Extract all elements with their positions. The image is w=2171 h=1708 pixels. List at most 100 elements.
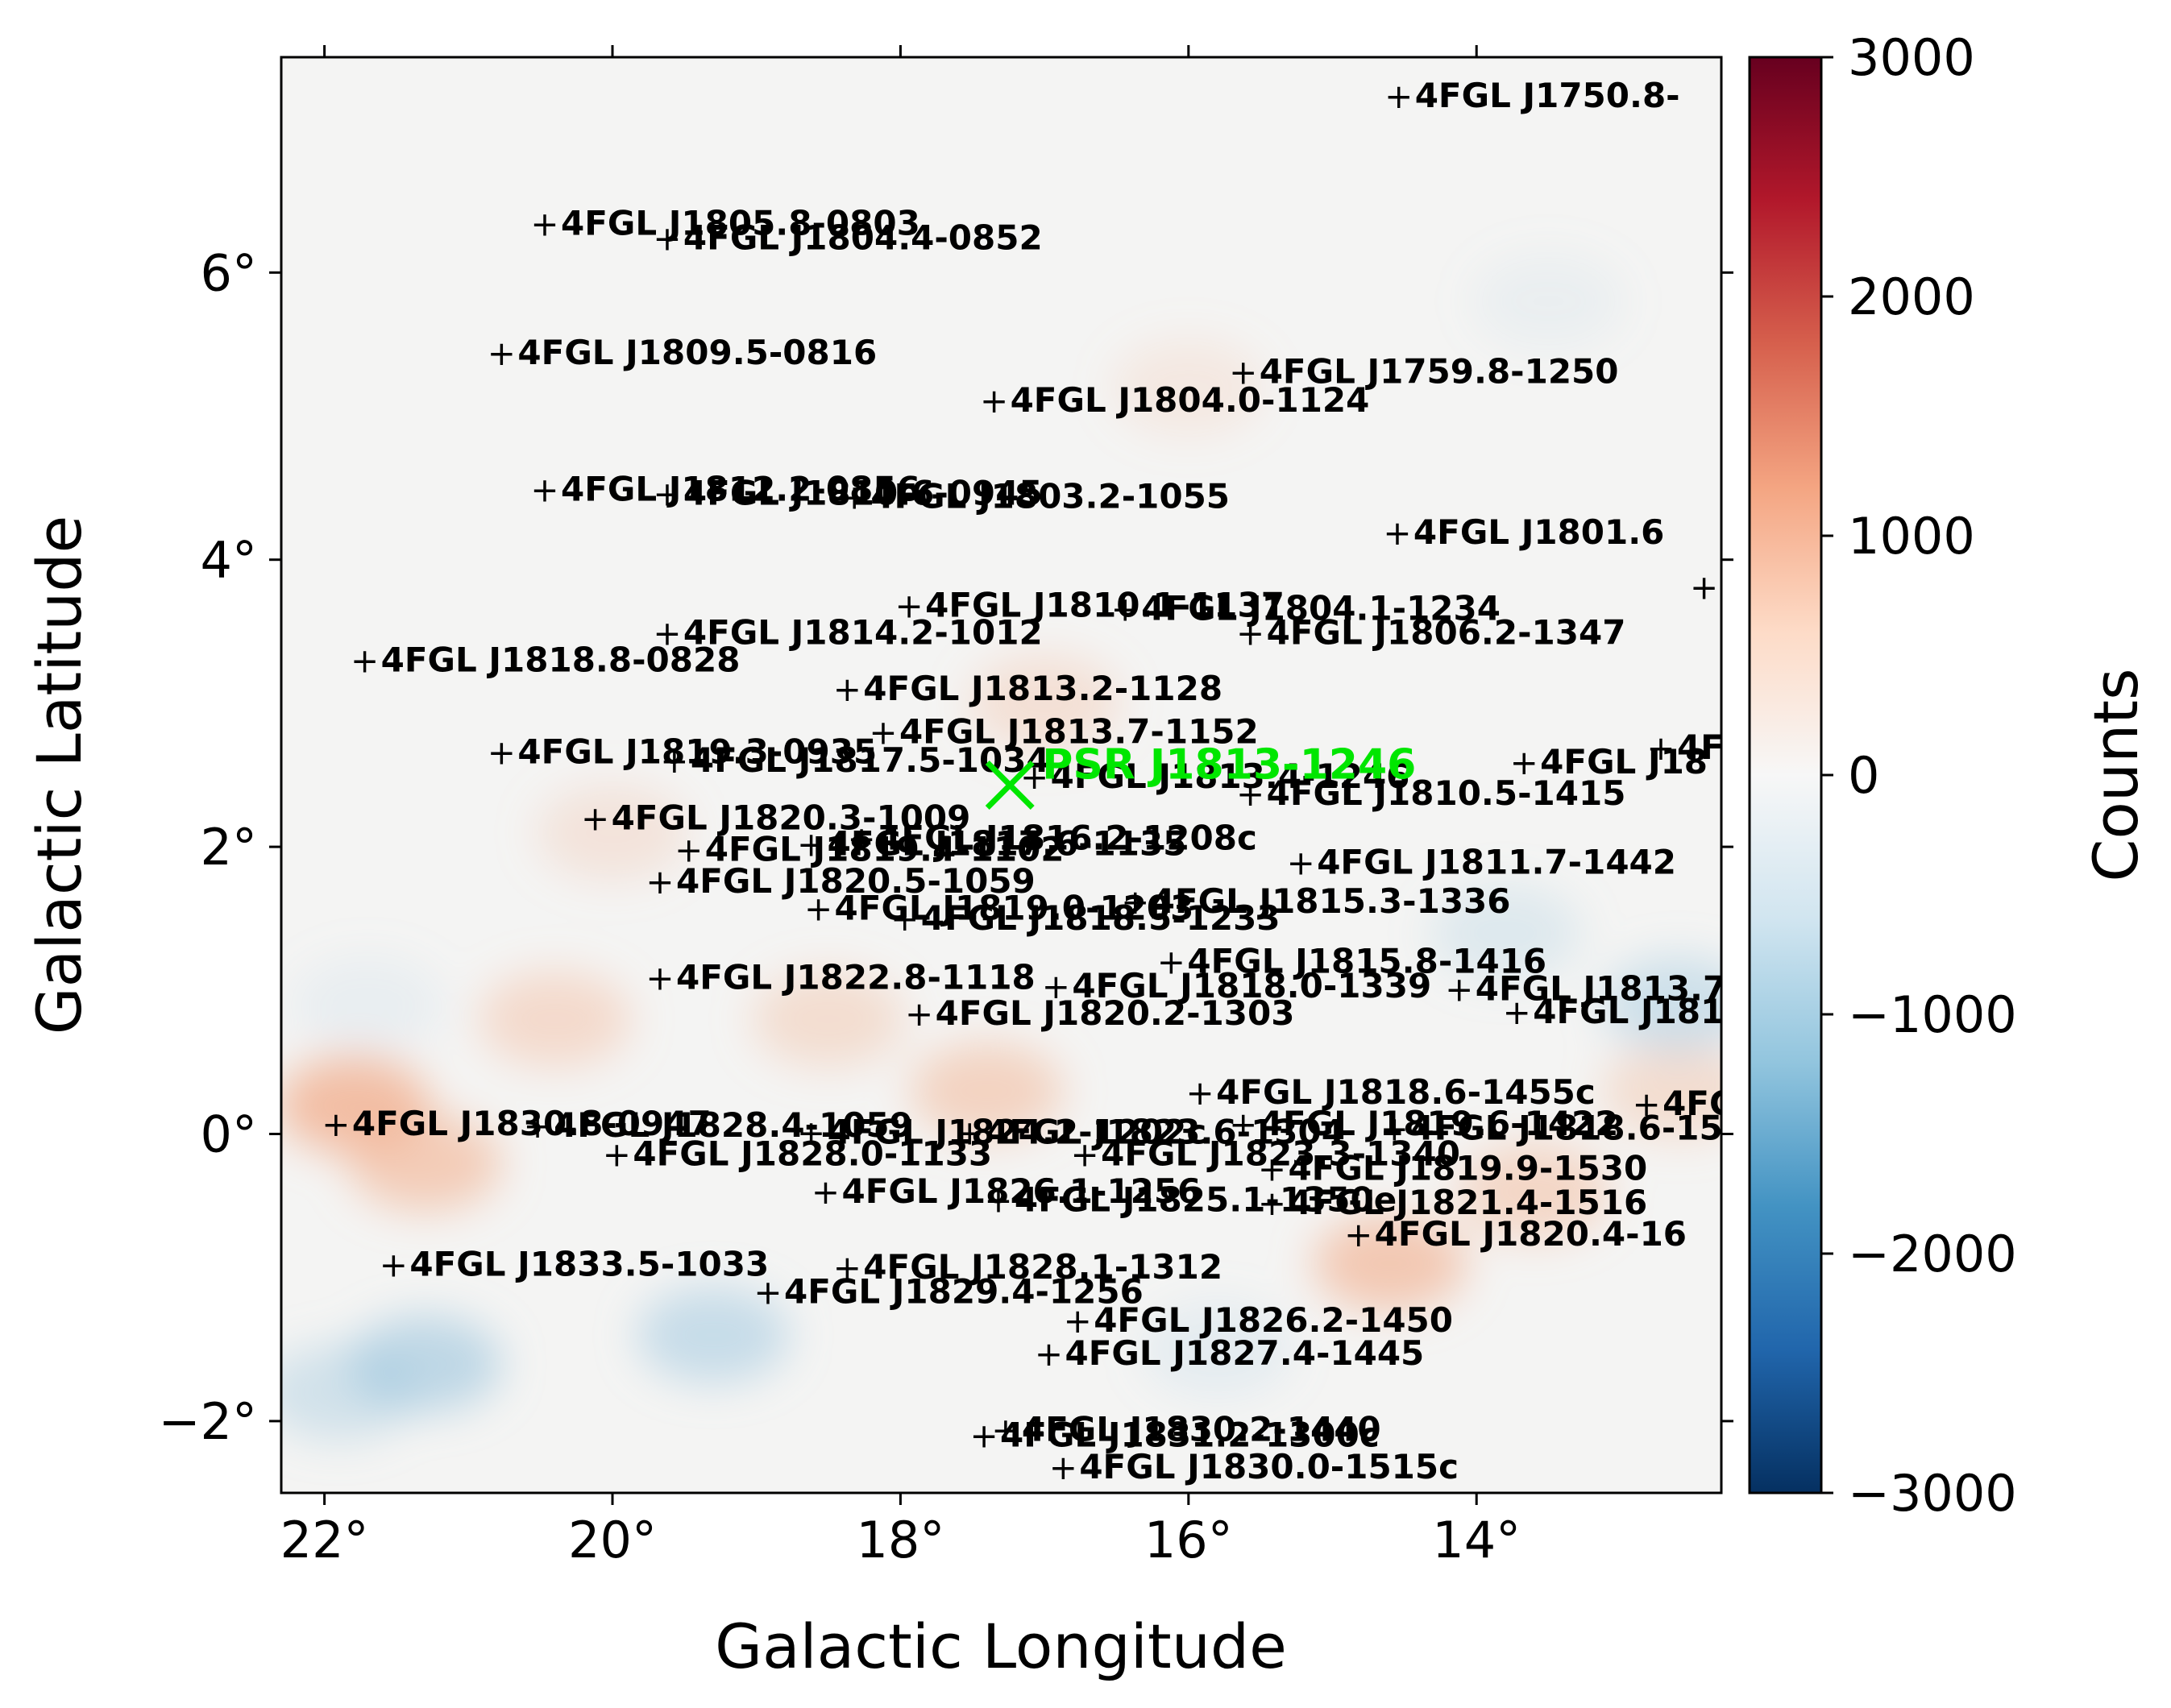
source-label: 4FGL J1813.7-1 [1476, 969, 1764, 1009]
source-label: 4FGL J1824.2-1202c [828, 1113, 1207, 1152]
heatmap-deficit-blob [637, 1286, 791, 1383]
source-marker: + [848, 819, 876, 858]
source-label: 4FGL J1822.8-1118 [676, 957, 1036, 997]
target-label: PSR J1813-1246 [1042, 740, 1416, 789]
heatmap-deficit-blob [1428, 885, 1582, 982]
source-marker: + [653, 219, 681, 259]
y-tick-label: 2° [201, 818, 257, 877]
source-marker: + [905, 994, 933, 1034]
source-label: 4FGL J1830.8-0947 [352, 1104, 712, 1143]
x-tick-label: 16° [1144, 1511, 1233, 1569]
target-pulsar-layer: PSR J1813-1246 [985, 740, 1416, 810]
source-label: 4FGL J1812.2-0856 [561, 469, 920, 508]
source-label: 4FGL J1804.0-1124 [1011, 380, 1370, 420]
source-marker: + [1510, 743, 1538, 782]
source-marker: + [1380, 1109, 1409, 1148]
source-marker: + [1121, 882, 1149, 922]
source-marker: + [980, 381, 1008, 421]
source-marker: + [1064, 1301, 1092, 1341]
source-label: 4FGL J1817.6-1135 [828, 824, 1187, 864]
source-label: 4FGL J1826.2-1450 [1094, 1300, 1453, 1340]
heatmap-excess-blob [1111, 338, 1265, 436]
heatmap-excess-blob [910, 1043, 1064, 1140]
source-label: 4FGL J1806.2-1347 [1267, 613, 1626, 653]
heatmap-deficit-blob [1140, 1300, 1294, 1398]
y-tick-label: 6° [201, 243, 257, 302]
heatmap-excess-blob [1601, 1043, 1721, 1140]
source-label: 4FGL J1818.0-1339 [1072, 966, 1431, 1005]
source-marker: + [1287, 844, 1315, 883]
source-marker: + [1236, 614, 1264, 653]
source-marker: + [1071, 1134, 1099, 1174]
source-label: 4FGL J1820.2-1303 [936, 993, 1295, 1033]
source-label: 4FGL J1828.0-1133 [633, 1134, 992, 1173]
source-label: 4FGL J1819.4-1102 [705, 830, 1065, 869]
x-axis-ticks: 22° 20° 18° 16° 14° [280, 45, 1521, 1569]
source-label: 4FGL J1820.4-16 [1375, 1214, 1687, 1254]
source-label: 4FGL J1814.2-1012 [683, 613, 1043, 653]
x-tick-label: 20° [568, 1511, 657, 1569]
source-label: 4FGL J1804.4-0852 [683, 218, 1043, 258]
source-label: 4FGL J1817.5-1034 [691, 740, 1050, 780]
source-marker: + [1646, 728, 1675, 768]
source-label: 4FGL J1818.5-1233 [921, 898, 1281, 938]
source-label: 4FGL J1819.3-0935 [517, 732, 877, 771]
source-label: 4FGL [1662, 1084, 1758, 1123]
colorbar-tick-label: 1000 [1848, 507, 1975, 566]
heatmap-excess-blob [1313, 1214, 1467, 1312]
source-label: 4FGL J1805.8-0803 [561, 204, 920, 243]
source-label: 4FGL J1820.3-1009 [612, 798, 971, 837]
source-label: 4FGL J1829.4-1256 [784, 1272, 1144, 1312]
source-marker: + [653, 614, 681, 653]
source-marker: + [488, 334, 516, 373]
source-marker: + [1632, 1084, 1660, 1124]
source-marker: + [1258, 1149, 1286, 1188]
source-marker: + [812, 1172, 840, 1212]
source-label: 4FGL J1827.4-1445 [1065, 1333, 1424, 1373]
heatmap-deficit-blob [1472, 252, 1625, 350]
source-marker: + [1503, 993, 1531, 1032]
heatmap-deficit-blob [281, 1344, 416, 1441]
source-marker: + [653, 475, 681, 514]
source-label: 4FGL J1804.1-1234 [1141, 588, 1501, 628]
x-tick-label: 18° [856, 1511, 944, 1569]
source-marker: + [833, 670, 861, 709]
source-label: 4FGL J1750.8- [1415, 76, 1680, 115]
source-catalog-layer: +4FGL J1750.8-+ 4FGL J1805.8-0803+ 4FGL J1… [322, 76, 1764, 1487]
source-marker: + [1049, 1448, 1077, 1487]
source-marker: + [1383, 513, 1411, 553]
colorbar-tick-label: −3000 [1848, 1464, 2017, 1523]
plot-frame [280, 56, 1723, 1494]
source-marker: + [841, 477, 869, 516]
source-marker: + [984, 1180, 1012, 1220]
source-marker: + [833, 1248, 861, 1287]
heatmap-excess-blob [752, 970, 906, 1068]
target-marker-stroke [985, 760, 1035, 810]
source-marker: + [1186, 1073, 1214, 1113]
source-label: 4FGL J1821.4-1516 [1288, 1183, 1647, 1222]
source-marker: + [895, 587, 924, 626]
heatmap-deficit-blob [291, 956, 445, 1054]
source-label: 4FGL J1809.5-0816 [517, 333, 877, 372]
colorbar-tick-label: −1000 [1848, 985, 2017, 1044]
source-label: 4FGL J1810.1-1137 [925, 586, 1285, 625]
source-label: 4FGL J1810.6-0945 [683, 474, 1043, 513]
heatmap-excess-blob [478, 970, 632, 1068]
source-marker: + [581, 798, 609, 838]
source-marker: + [1229, 352, 1257, 392]
source-label: 4FGL J1828.1-1312 [863, 1247, 1222, 1287]
source-marker: + [1020, 757, 1048, 797]
source-marker: + [603, 1134, 631, 1174]
source-label: 4FGL J1818.8-0828 [381, 640, 741, 679]
colorbar: 3000 2000 1000 0 −1000 −2000 −3000 Counts [1748, 28, 2152, 1523]
source-marker: + [956, 1113, 984, 1153]
source-marker: + [890, 899, 919, 939]
source-label: 4FGL J1825.1-1350e [1015, 1179, 1397, 1219]
source-label: 4FGL J1813.7-1152 [899, 712, 1259, 752]
source-marker: + [969, 1416, 998, 1456]
source-marker: + [380, 1246, 408, 1285]
source-marker: + [991, 1411, 1019, 1450]
colorbar-title: Counts [2080, 668, 2152, 881]
source-marker: + [1445, 970, 1473, 1009]
